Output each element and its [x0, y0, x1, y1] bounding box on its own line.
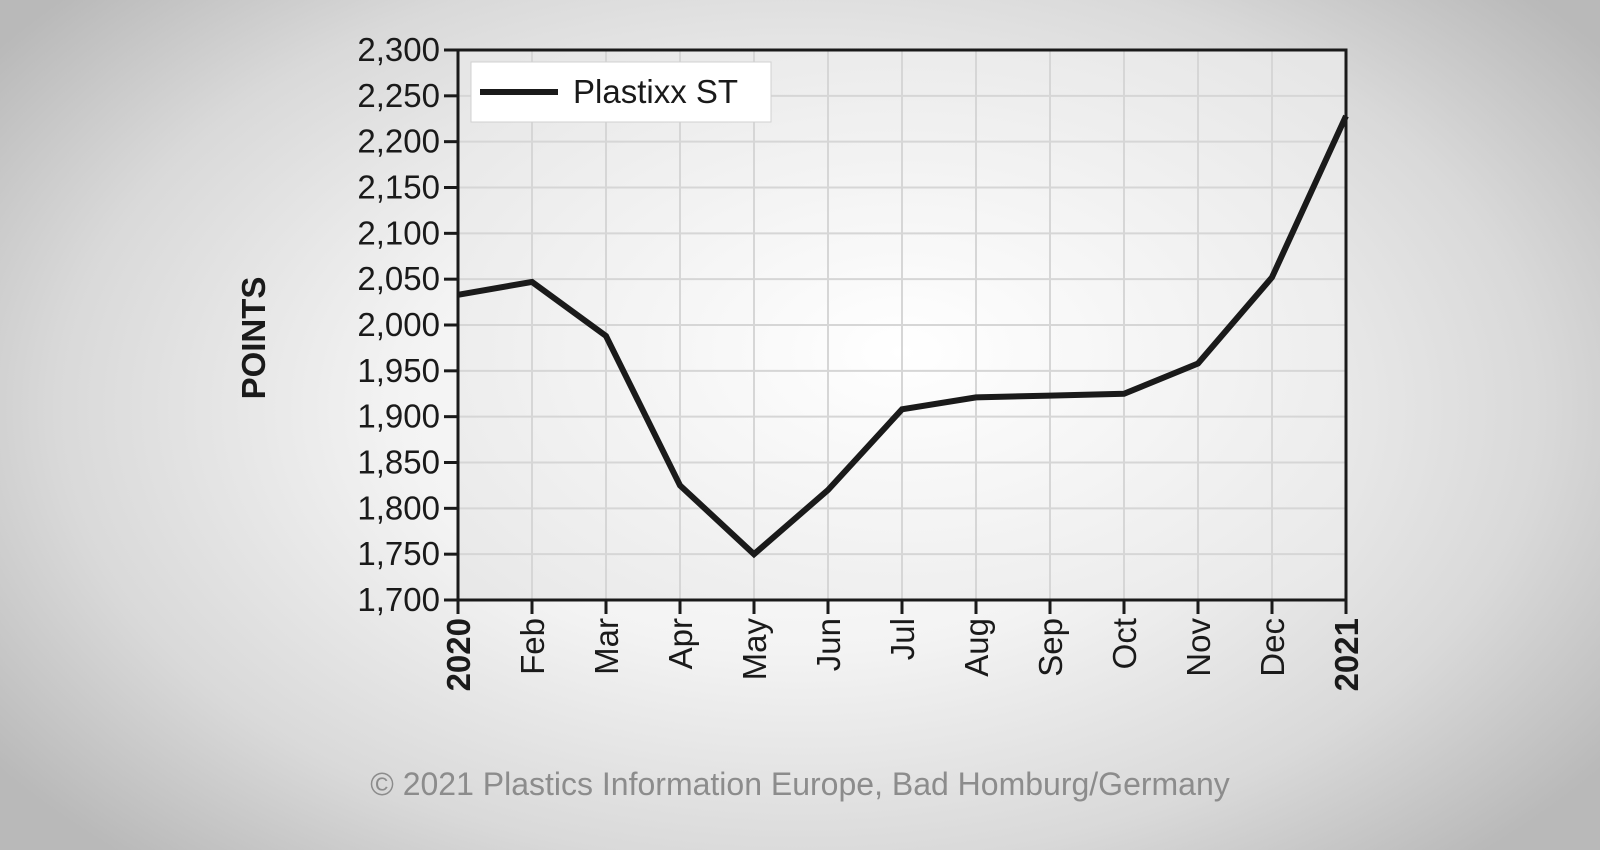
legend: Plastixx ST: [470, 61, 772, 123]
y-tick-label: 1,850: [357, 444, 440, 481]
x-tick-label: Oct: [1106, 618, 1143, 669]
y-tick-label: 2,250: [357, 77, 440, 114]
x-tick-label: May: [736, 618, 773, 681]
x-tick-label: Nov: [1180, 618, 1217, 677]
y-tick-label: 1,950: [357, 352, 440, 389]
x-tick-label: Dec: [1254, 618, 1291, 677]
y-tick-label: 1,750: [357, 535, 440, 572]
legend-label: Plastixx ST: [573, 73, 738, 110]
y-axis-label: POINTS: [235, 277, 272, 400]
y-tick-label: 1,800: [357, 489, 440, 526]
y-tick-label: 2,200: [357, 123, 440, 160]
y-tick-label: 1,700: [357, 581, 440, 618]
x-tick-label: Aug: [958, 618, 995, 677]
x-tick-label: Sep: [1032, 618, 1069, 677]
axis-ticks: [444, 48, 1348, 614]
y-tick-label: 2,150: [357, 169, 440, 206]
grid-lines: [458, 50, 1346, 600]
y-tick-label: 2,300: [357, 31, 440, 68]
x-tick-label: Jun: [810, 618, 847, 671]
plot-frame: [456, 48, 1348, 602]
y-tick-label: 1,900: [357, 398, 440, 435]
x-tick-label: Feb: [514, 618, 551, 675]
x-tick-label: 2021: [1328, 618, 1365, 691]
x-tick-label: Jul: [884, 618, 921, 660]
y-axis-tick-labels: 1,700 1,750 1,800 1,850 1,900 1,950 2,000 2,050…: [357, 31, 440, 618]
x-tick-label: Apr: [662, 618, 699, 669]
y-tick-label: 2,000: [357, 306, 440, 343]
series-line: [457, 114, 1349, 559]
y-tick-label: 2,050: [357, 260, 440, 297]
y-tick-label: 2,100: [357, 214, 440, 251]
copyright-text: © 2021 Plastics Information Europe, Bad …: [370, 766, 1230, 802]
x-tick-label: 2020: [440, 618, 477, 691]
x-axis-tick-labels: 2020 Feb Mar Apr May Jun Jul Aug Sep Oct Nov Dec 202…: [440, 618, 1365, 692]
x-tick-label: Mar: [588, 618, 625, 675]
series-layer: [457, 114, 1349, 559]
